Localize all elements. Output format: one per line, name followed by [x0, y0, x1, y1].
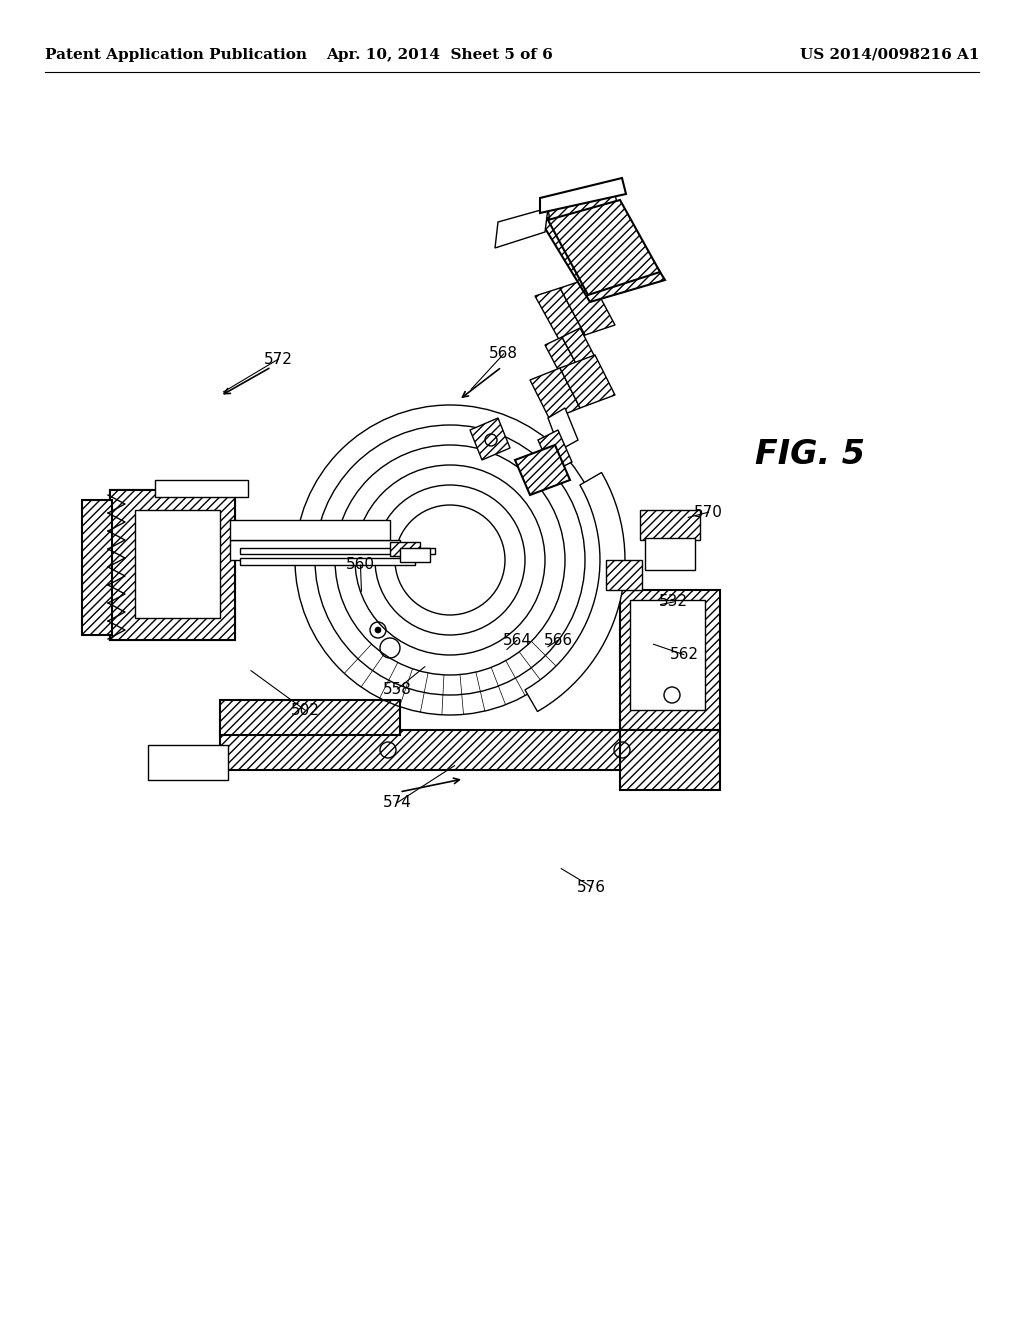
Polygon shape — [230, 520, 390, 540]
Polygon shape — [548, 408, 578, 450]
Text: 574: 574 — [383, 795, 412, 810]
Polygon shape — [390, 543, 420, 556]
Polygon shape — [606, 560, 642, 590]
Polygon shape — [240, 558, 415, 565]
Polygon shape — [240, 548, 435, 554]
Text: 562: 562 — [670, 647, 698, 663]
Polygon shape — [560, 279, 615, 335]
Text: 532: 532 — [659, 594, 688, 610]
Polygon shape — [82, 500, 112, 635]
Polygon shape — [470, 418, 510, 459]
Text: 558: 558 — [383, 681, 412, 697]
Polygon shape — [220, 730, 660, 770]
Polygon shape — [545, 337, 582, 383]
Text: 566: 566 — [544, 632, 572, 648]
Polygon shape — [110, 490, 234, 640]
Polygon shape — [495, 209, 548, 248]
Polygon shape — [645, 539, 695, 570]
Polygon shape — [530, 368, 580, 420]
Text: Apr. 10, 2014  Sheet 5 of 6: Apr. 10, 2014 Sheet 5 of 6 — [327, 48, 553, 62]
Polygon shape — [538, 430, 572, 473]
Polygon shape — [540, 201, 665, 302]
Polygon shape — [400, 548, 430, 562]
Polygon shape — [548, 194, 618, 222]
Text: 568: 568 — [489, 346, 518, 362]
Text: US 2014/0098216 A1: US 2014/0098216 A1 — [800, 48, 979, 62]
Text: FIG. 5: FIG. 5 — [755, 438, 865, 471]
Text: 560: 560 — [346, 557, 375, 573]
Polygon shape — [220, 700, 400, 735]
Text: 502: 502 — [291, 702, 319, 718]
Text: 564: 564 — [503, 632, 531, 648]
Polygon shape — [110, 490, 234, 640]
Polygon shape — [515, 445, 570, 495]
Polygon shape — [148, 744, 228, 780]
Polygon shape — [525, 473, 625, 711]
Polygon shape — [548, 201, 660, 294]
Text: Patent Application Publication: Patent Application Publication — [45, 48, 307, 62]
Polygon shape — [630, 601, 705, 710]
Polygon shape — [535, 288, 585, 345]
Circle shape — [375, 627, 381, 634]
Polygon shape — [562, 327, 600, 375]
Text: 576: 576 — [578, 879, 606, 895]
Polygon shape — [135, 510, 220, 618]
Polygon shape — [155, 480, 248, 498]
Polygon shape — [560, 355, 615, 408]
Polygon shape — [620, 730, 720, 789]
Text: 572: 572 — [264, 351, 293, 367]
Polygon shape — [640, 510, 700, 540]
Polygon shape — [540, 178, 626, 213]
Polygon shape — [230, 540, 400, 560]
Text: 570: 570 — [694, 504, 723, 520]
Polygon shape — [620, 590, 720, 730]
